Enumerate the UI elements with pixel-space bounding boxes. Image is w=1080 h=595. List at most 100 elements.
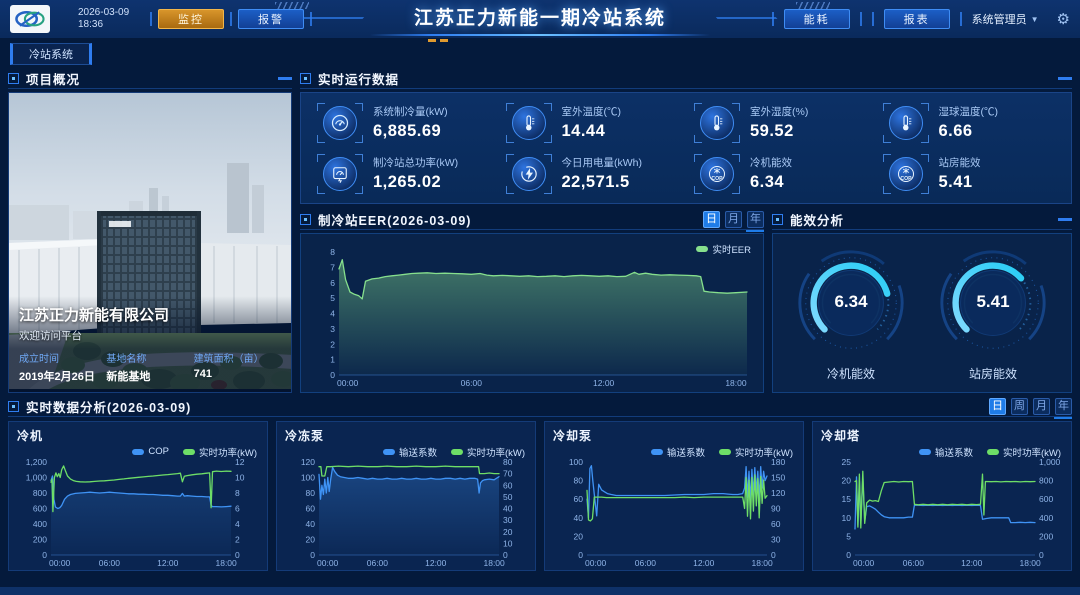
section-marker-icon xyxy=(8,401,19,412)
nav-report-button[interactable]: 报表 xyxy=(883,9,950,29)
nav-separator xyxy=(871,12,874,26)
period-month-button[interactable]: 月 xyxy=(1033,398,1050,415)
eer-chart-panel: 实时EER 0 1 2 3 4 5 6 7 8 00:00 06:00 12:00 18:00 xyxy=(300,233,764,393)
svg-text:COP: COP xyxy=(711,175,723,181)
kpi-label: 系统制冷量(kW) xyxy=(373,106,448,118)
nav-energy-button[interactable]: 能耗 xyxy=(783,9,850,29)
period-year-button[interactable]: 年 xyxy=(1055,398,1072,415)
svg-text:0: 0 xyxy=(1039,550,1044,560)
svg-text:0: 0 xyxy=(42,550,47,560)
gauges-panel: 6.34 冷机能效 5.41 站房能效 xyxy=(772,233,1072,393)
period-day-button[interactable]: 日 xyxy=(989,398,1006,415)
svg-text:5: 5 xyxy=(330,293,335,303)
legend-item[interactable]: 实时功率(kW) xyxy=(450,445,525,459)
project-stats: 成立时间 2019年2月26日 基地名称 新能基地 建筑面积（亩） 741 xyxy=(19,350,281,384)
nav-left: 监控 报警 xyxy=(150,9,312,29)
svg-text:00:00: 00:00 xyxy=(49,558,71,568)
svg-text:1,000: 1,000 xyxy=(26,473,48,483)
svg-text:20: 20 xyxy=(306,535,316,545)
svg-text:18:00: 18:00 xyxy=(483,558,505,568)
svg-text:4: 4 xyxy=(235,519,240,529)
svg-text:3: 3 xyxy=(330,324,335,334)
period-underline xyxy=(746,230,764,232)
kpi-label: 站房能效 xyxy=(938,157,981,169)
cop-icon: COP xyxy=(888,156,923,191)
nav-separator xyxy=(959,12,962,26)
kpi-tile-chiller-cop: COP 冷机能效 6.34 xyxy=(686,148,875,199)
breadcrumb-tab-cooling-station[interactable]: 冷站系统 xyxy=(10,43,92,65)
kpi-value: 59.52 xyxy=(750,122,794,140)
efficiency-section-header: 能效分析 xyxy=(772,210,1072,230)
icon-frame xyxy=(505,102,552,144)
kpi-label: 冷机能效 xyxy=(750,157,792,169)
eer-section-header: 制冷站EER(2026-03-09) 日 月 年 xyxy=(300,210,764,232)
nav-monitor-button[interactable]: 监控 xyxy=(158,9,224,29)
icon-frame xyxy=(317,153,363,195)
nav-alarm-button[interactable]: 报警 xyxy=(238,9,304,29)
svg-text:80: 80 xyxy=(306,488,316,498)
analysis-period-buttons: 日 周 月 年 xyxy=(989,398,1072,419)
svg-text:60: 60 xyxy=(574,494,584,504)
svg-text:800: 800 xyxy=(33,488,47,498)
svg-text:0: 0 xyxy=(578,550,583,560)
kpi-value: 6,885.69 xyxy=(373,122,442,140)
chart-legend: 输送系数 实时功率(kW) xyxy=(553,445,793,459)
svg-text:100: 100 xyxy=(569,458,583,467)
svg-text:70: 70 xyxy=(503,469,513,479)
orange-tick-decoration xyxy=(428,39,448,42)
period-week-button[interactable]: 周 xyxy=(1011,398,1028,415)
svg-text:7: 7 xyxy=(330,262,335,272)
svg-text:06:00: 06:00 xyxy=(461,378,483,388)
nav-separator xyxy=(230,12,232,26)
period-underline xyxy=(1054,417,1072,419)
kpi-tile-total-power: 制冷站总功率(kW) 1,265.02 xyxy=(309,148,498,199)
collapse-dash[interactable] xyxy=(278,77,292,80)
svg-text:12:00: 12:00 xyxy=(425,558,447,568)
date-text: 2026-03-09 xyxy=(78,6,130,18)
collapse-dash[interactable] xyxy=(1058,77,1072,80)
svg-text:40: 40 xyxy=(306,519,316,529)
breadcrumb: 冷站系统 xyxy=(0,38,1080,67)
top-header: 2026-03-09 18:36 监控 报警 江苏正力新能一期冷站系统 能耗 报… xyxy=(0,0,1080,42)
photo-overlay: 江苏正力新能有限公司 欢迎访问平台 成立时间 2019年2月26日 基地名称 新… xyxy=(9,296,291,392)
caret-down-icon: ▼ xyxy=(1030,14,1039,24)
legend-item[interactable]: 输送系数 xyxy=(918,445,973,459)
svg-text:06:00: 06:00 xyxy=(367,558,389,568)
svg-text:2: 2 xyxy=(330,339,335,349)
title-underline xyxy=(370,34,710,42)
icon-frame xyxy=(882,102,929,144)
main-content: 项目概况 xyxy=(0,67,1080,393)
svg-text:50: 50 xyxy=(503,492,513,502)
chart-panel-chiller: 冷机 COP 实时功率(kW) 0 200 400 600 800 1,000 1,200 0 2 4 6… xyxy=(8,421,268,571)
line-chart-cooling-tower: 0 5 10 15 20 25 0 200 400 600 800 1,000 00:00 06:00 12… xyxy=(842,458,1061,568)
legend-item[interactable]: COP xyxy=(132,446,169,457)
gear-icon[interactable]: ⚙ xyxy=(1056,11,1070,28)
legend-item[interactable]: 实时功率(kW) xyxy=(986,445,1061,459)
svg-text:18:00: 18:00 xyxy=(1019,558,1041,568)
kpi-tile-station-cop: COP 站房能效 5.41 xyxy=(875,148,1064,199)
company-logo-icon xyxy=(10,5,50,33)
section-title: 实时运行数据 xyxy=(318,73,400,87)
kpi-panel: 系统制冷量(kW) 6,885.69 室外温度(℃) 14.44 室外湿度(%) 59.5… xyxy=(300,92,1072,204)
legend-item[interactable]: 输送系数 xyxy=(650,445,705,459)
collapse-dash[interactable] xyxy=(1058,218,1072,221)
period-month-button[interactable]: 月 xyxy=(725,211,742,228)
nav-right: 能耗 报表 系统管理员 ▼ ⚙ xyxy=(771,9,1070,29)
period-year-button[interactable]: 年 xyxy=(747,211,764,228)
legend-item[interactable]: 输送系数 xyxy=(382,445,437,459)
period-day-button[interactable]: 日 xyxy=(703,211,720,228)
svg-text:120: 120 xyxy=(771,488,785,498)
project-overview-section: 项目概况 xyxy=(8,69,292,393)
chart-title: 冷却塔 xyxy=(821,429,861,443)
svg-text:12: 12 xyxy=(235,458,245,467)
user-menu[interactable]: 系统管理员 ▼ xyxy=(972,11,1039,27)
svg-text:25: 25 xyxy=(842,458,852,467)
hatch-decoration xyxy=(275,2,309,9)
icon-frame: COP xyxy=(882,153,929,195)
legend-item[interactable]: 实时EER xyxy=(696,242,751,256)
section-title: 制冷站EER(2026-03-09) xyxy=(318,214,472,228)
legend-item[interactable]: 实时功率(kW) xyxy=(182,445,257,459)
legend-item[interactable]: 实时功率(kW) xyxy=(718,445,793,459)
section-marker-icon xyxy=(8,73,19,84)
